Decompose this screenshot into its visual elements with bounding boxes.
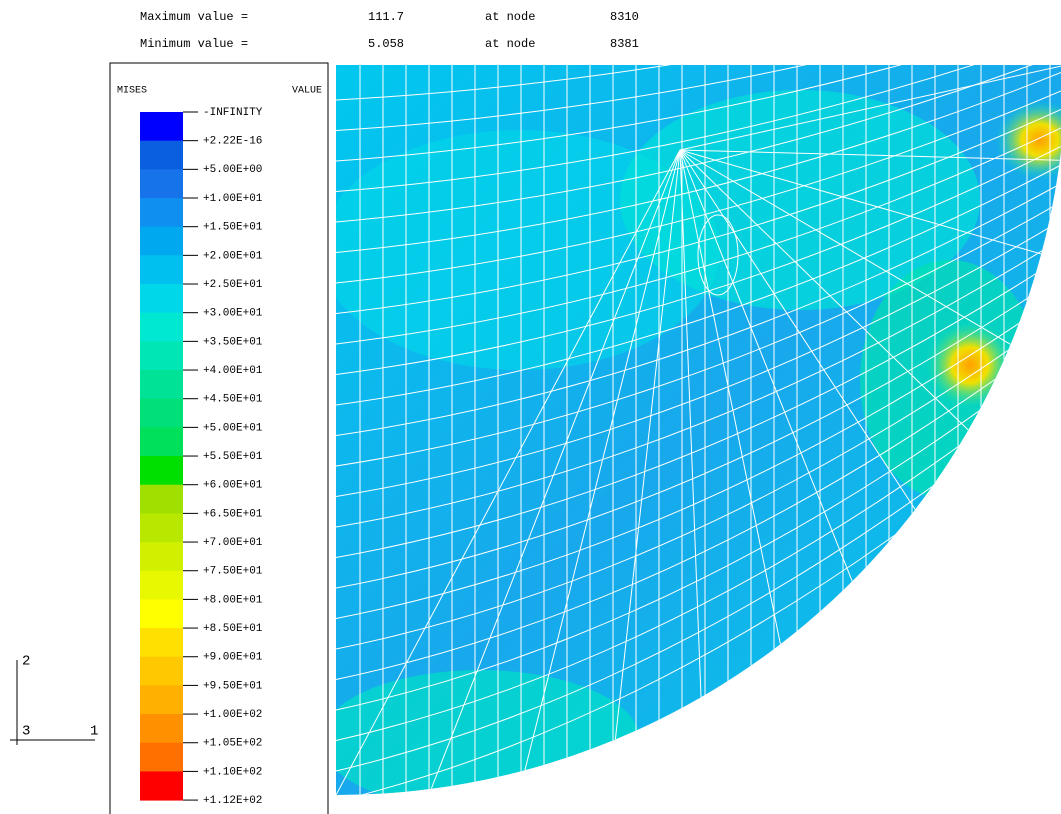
legend-subtitle: VALUE <box>292 86 322 97</box>
legend-band <box>140 112 183 141</box>
header: Maximum value = 111.7 at node 8310 Minimum v… <box>140 10 639 51</box>
legend-label: +1.00E+02 <box>203 709 262 721</box>
legend-band <box>140 427 183 456</box>
legend-band <box>140 628 183 657</box>
legend-label: +4.00E+01 <box>203 365 263 377</box>
legend-band <box>140 542 183 571</box>
legend-label: +6.00E+01 <box>203 480 263 492</box>
header-label: Minimum value = <box>140 37 248 51</box>
legend-label: +2.22E-16 <box>203 136 262 148</box>
legend-band <box>140 341 183 370</box>
legend-band <box>140 743 183 772</box>
header-value: 111.7 <box>368 10 404 24</box>
legend-band <box>140 714 183 743</box>
legend-band <box>140 485 183 514</box>
legend-label: +7.00E+01 <box>203 537 263 549</box>
legend-label: +5.00E+00 <box>203 164 262 176</box>
legend-title: MISES <box>117 86 147 97</box>
triad-label: 3 <box>22 724 30 740</box>
legend-band <box>140 456 183 485</box>
legend-label: +9.00E+01 <box>203 652 263 664</box>
legend-band <box>140 141 183 170</box>
legend-band <box>140 599 183 628</box>
legend-label: +8.50E+01 <box>203 623 263 635</box>
legend-band <box>140 284 183 313</box>
legend-band <box>140 255 183 284</box>
legend-label: +2.00E+01 <box>203 250 263 262</box>
legend-band <box>140 571 183 600</box>
legend-label: +1.00E+01 <box>203 193 263 205</box>
legend-label: +7.50E+01 <box>203 566 263 578</box>
screen: Maximum value = 111.7 at node 8310 Minimum v… <box>0 0 1061 814</box>
legend-band <box>140 657 183 686</box>
header-node: 8310 <box>610 10 639 24</box>
legend-label: +3.50E+01 <box>203 336 263 348</box>
legend-label: +9.50E+01 <box>203 680 263 692</box>
legend-band <box>140 771 183 800</box>
header-at: at node <box>485 10 535 24</box>
header-node: 8381 <box>610 37 639 51</box>
triad-label: 1 <box>90 724 98 740</box>
legend-label: +1.05E+02 <box>203 738 262 750</box>
legend-label: +3.00E+01 <box>203 308 263 320</box>
legend-label: +8.00E+01 <box>203 594 263 606</box>
legend-label: +1.10E+02 <box>203 766 262 778</box>
legend-label: +5.00E+01 <box>203 422 263 434</box>
legend-label: +4.50E+01 <box>203 394 263 406</box>
header-label: Maximum value = <box>140 10 248 24</box>
legend-band <box>140 313 183 342</box>
legend-band <box>140 169 183 198</box>
legend-label: +1.50E+01 <box>203 222 263 234</box>
triad-label: 2 <box>22 654 30 670</box>
legend-band <box>140 227 183 256</box>
legend-band <box>140 399 183 428</box>
header-value: 5.058 <box>368 37 404 51</box>
legend-band <box>140 370 183 399</box>
legend-band <box>140 198 183 227</box>
legend-band <box>140 685 183 714</box>
legend-label: -INFINITY <box>203 107 263 119</box>
legend-label: +5.50E+01 <box>203 451 263 463</box>
legend: -INFINITY +2.22E-16 +5.00E+00 +1.00E+01 +1.5… <box>140 107 263 807</box>
legend-band <box>140 513 183 542</box>
contour-plot <box>320 0 1061 810</box>
legend-label: +6.50E+01 <box>203 508 263 520</box>
legend-label: +1.12E+02 <box>203 795 262 807</box>
header-at: at node <box>485 37 535 51</box>
legend-label: +2.50E+01 <box>203 279 263 291</box>
